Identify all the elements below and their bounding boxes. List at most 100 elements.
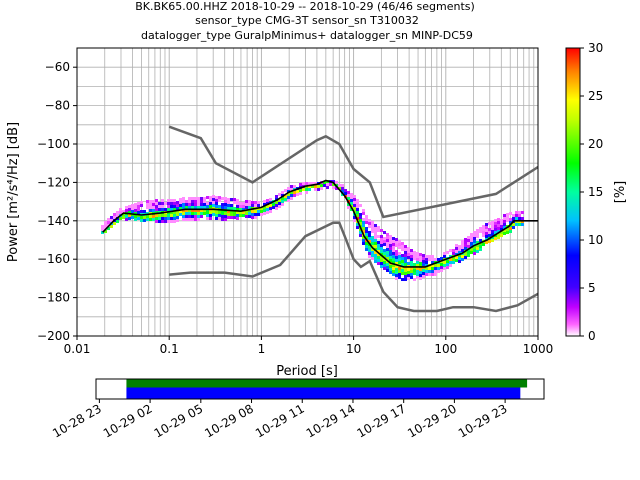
timeline-tick-label: 10-29 14 [304,401,358,440]
timeline-tick-label: 10-29 11 [253,401,307,440]
psd-cell [392,267,395,270]
psd-cell [266,205,269,208]
psd-cell [512,226,515,229]
psd-cell [287,193,290,196]
psd-cell [167,199,170,202]
psd-cell [500,228,503,231]
psd-cell [215,205,218,208]
psd-cell [401,254,404,257]
psd-cell [395,259,398,262]
psd-cell [362,212,365,215]
psd-cell [167,205,170,208]
psd-cell [239,208,242,211]
psd-cell [389,271,392,274]
psd-cell [134,209,137,212]
psd-cell [476,247,479,250]
psd-cell [245,215,248,218]
psd-cell [422,275,425,278]
psd-cell [422,257,425,260]
psd-cell [491,230,494,233]
psd-cell [275,201,278,204]
psd-cell [134,203,137,206]
psd-cell [398,270,401,273]
psd-cell [410,255,413,258]
psd-cell [284,189,287,192]
psd-cell [305,182,308,185]
psd-cell [425,258,428,261]
psd-cell [263,212,266,215]
psd-cell [293,194,296,197]
psd-cell [428,258,431,261]
psd-cell [236,202,239,205]
psd-cell [389,265,392,268]
psd-cell [194,209,197,212]
psd-cell [233,201,236,204]
psd-cell [248,206,251,209]
psd-cell [170,211,173,214]
psd-cell [215,196,218,199]
psd-cell [242,208,245,211]
title-line-2: sensor_type CMG-3T sensor_sn T310032 [195,14,419,27]
psd-cell [404,275,407,278]
psd-cell [194,218,197,221]
psd-cell [155,205,158,208]
psd-cell [200,200,203,203]
psd-cell [224,203,227,206]
psd-cell [395,238,398,241]
psd-cell [434,267,437,270]
psd-cell [443,255,446,258]
psd-cell [449,249,452,252]
psd-cell [515,217,518,220]
psd-cell [449,261,452,264]
title-line-1: BK.BK65.00.HHZ 2018-10-29 -- 2018-10-29 … [135,0,475,13]
psd-cell [422,254,425,257]
psd-cell [419,268,422,271]
psd-cell [188,206,191,209]
timeline-tick-label: 10-29 20 [405,401,459,440]
psd-cell [407,274,410,277]
timeline-tick-label: 10-28 23 [50,401,104,440]
psd-cell [365,248,368,251]
psd-cell [467,236,470,239]
psd-cell [236,199,239,202]
psd-cell [149,218,152,221]
psd-cell [119,211,122,214]
psd-cell [110,219,113,222]
psd-cell [173,208,176,211]
psd-cell [290,197,293,200]
psd-cell [461,255,464,258]
psd-cell [359,219,362,222]
psd-cell [509,218,512,221]
psd-cell [107,221,110,224]
psd-cell [476,229,479,232]
psd-cell [413,269,416,272]
psd-cell [452,252,455,255]
low-noise-model-line [169,221,538,313]
psd-cell [389,238,392,241]
psd-cell [428,255,431,258]
psd-cell [401,272,404,275]
y-axis-ticks: −200 −180 −160 −140 −120 −100 −80 −60 [37,60,77,343]
psd-cell [401,242,404,245]
psd-cell [443,267,446,270]
psd-cell [431,255,434,258]
psd-cell [143,219,146,222]
psd-cell [488,231,491,234]
psd-cell [164,208,167,211]
psd-cell [398,246,401,249]
psd-cell [389,253,392,256]
psd-cell [185,206,188,209]
timeline-bar-blue [126,387,521,399]
psd-cell [257,204,260,207]
psd-cell [386,257,389,260]
psd-cell [506,213,509,216]
psd-cell [416,273,419,276]
psd-cell [182,203,185,206]
psd-cell [431,261,434,264]
psd-cell [386,236,389,239]
psd-cell [371,248,374,251]
psd-cell [428,267,431,270]
psd-cell [365,245,368,248]
psd-cell [248,215,251,218]
psd-cell [383,240,386,243]
